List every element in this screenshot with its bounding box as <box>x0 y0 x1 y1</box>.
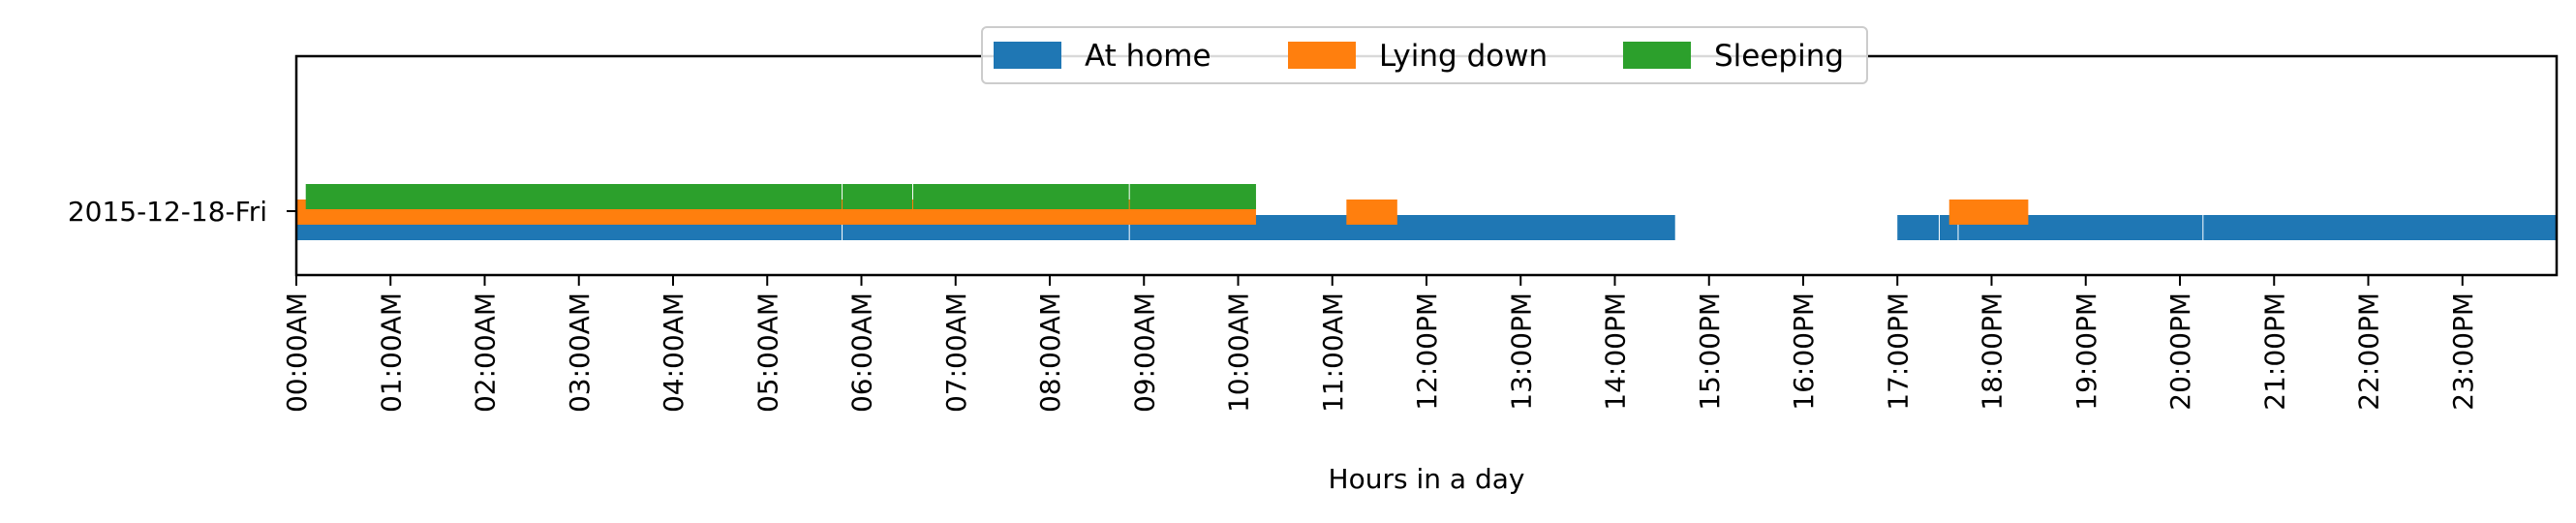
x-tick-label: 07:00AM <box>940 292 972 413</box>
y-tick-label: 2015-12-18-Fri <box>68 196 267 228</box>
x-tick-label: 06:00AM <box>846 292 878 413</box>
x-tick-label: 02:00AM <box>470 292 502 413</box>
legend-swatch-at-home <box>994 42 1061 69</box>
bar-at-home <box>2203 215 2556 240</box>
y-axis: 2015-12-18-Fri <box>68 196 296 228</box>
x-tick-label: 03:00AM <box>564 292 596 413</box>
x-tick-label: 01:00AM <box>375 292 407 413</box>
x-tick-label: 05:00AM <box>751 292 783 413</box>
x-tick-label: 20:00PM <box>2164 292 2196 411</box>
bar-sleeping <box>305 184 843 209</box>
x-tick-label: 04:00AM <box>658 292 690 413</box>
bars-layer <box>296 184 2556 240</box>
x-tick-label: 18:00PM <box>1977 292 2009 411</box>
x-tick-label: 09:00AM <box>1128 292 1160 413</box>
legend: At home Lying down Sleeping <box>981 26 1868 84</box>
x-tick-label: 14:00PM <box>1600 292 1632 411</box>
x-tick-label: 22:00PM <box>2353 292 2385 411</box>
x-tick-label: 19:00PM <box>2070 292 2102 411</box>
x-tick-label: 12:00PM <box>1411 292 1443 411</box>
legend-label: Lying down <box>1379 39 1548 74</box>
x-tick-label: 17:00PM <box>1882 292 1914 411</box>
bar-sleeping <box>843 184 912 209</box>
bar-sleeping <box>912 184 1129 209</box>
bar-at-home <box>1897 215 1940 240</box>
x-tick-label: 15:00PM <box>1694 292 1726 411</box>
x-axis: 00:00AM 01:00AM 02:00AM 03:00AM 04:00AM 05:00… <box>281 275 2479 413</box>
x-tick-label: 10:00AM <box>1223 292 1255 413</box>
plot-frame <box>294 54 2559 277</box>
x-tick-label: 08:00AM <box>1034 292 1066 413</box>
x-tick-label: 11:00AM <box>1317 292 1349 413</box>
legend-swatch-sleeping <box>1623 42 1691 69</box>
x-tick-label: 13:00PM <box>1505 292 1537 411</box>
legend-label: Sleeping <box>1714 39 1844 74</box>
legend-label: At home <box>1085 39 1211 74</box>
x-tick-label: 21:00PM <box>2258 292 2290 411</box>
x-tick-label: 16:00PM <box>1788 292 1820 411</box>
bar-lying-down <box>1948 200 2029 225</box>
x-tick-label: 23:00PM <box>2447 292 2479 411</box>
legend-box <box>981 26 1868 84</box>
legend-swatch-lying-down <box>1288 42 1356 69</box>
bar-sleeping <box>1129 184 1256 209</box>
x-axis-label: Hours in a day <box>1329 463 1525 495</box>
bar-lying-down <box>1346 200 1397 225</box>
x-tick-label: 00:00AM <box>281 292 313 413</box>
